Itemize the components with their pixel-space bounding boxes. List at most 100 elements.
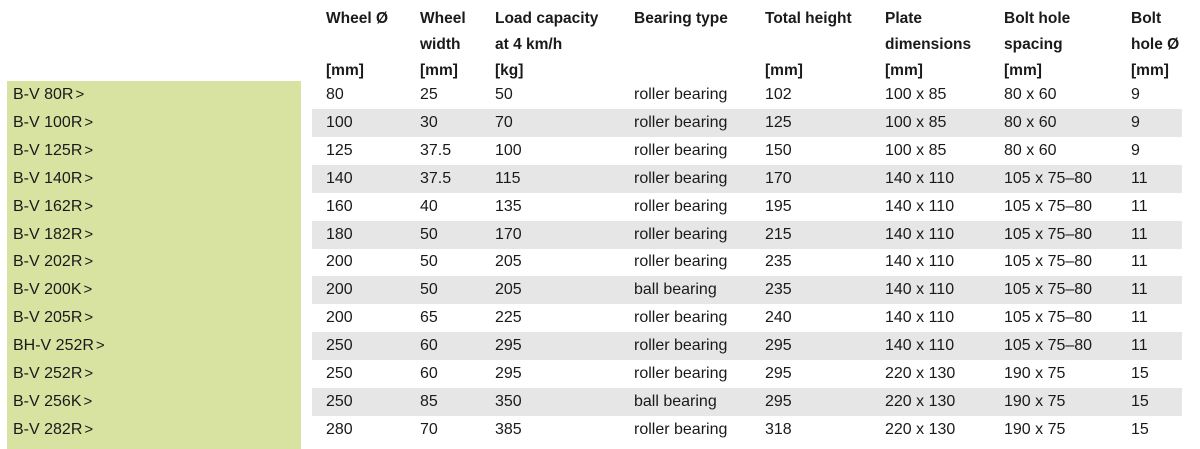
cell-bearing: roller bearing (634, 225, 728, 243)
model-name: B-V 252R (13, 365, 83, 382)
model-link[interactable]: B-V 100R > (13, 109, 93, 137)
chevron-right-icon: > (84, 225, 94, 243)
cell-spacing: 105 x 75–80 (1004, 309, 1093, 327)
column-header-line: [mm] (326, 62, 364, 79)
model-link[interactable]: B-V 80R > (13, 81, 84, 109)
cell-plate: 140 x 110 (885, 225, 955, 243)
column-header-line: [mm] (1004, 62, 1042, 79)
cell-wheel-w: 25 (420, 86, 438, 103)
table-row: B-V 202R >200 50 205 roller bearing 235 140 x … (0, 248, 1200, 276)
cell-wheel-d: 200 (326, 309, 353, 327)
model-link[interactable]: BH-V 252R > (13, 332, 105, 360)
column-header-line (765, 32, 852, 58)
table-row: B-V 200K >200 50 205 ball bearing 235 140 x 11… (0, 276, 1200, 305)
model-link[interactable]: B-V 205R > (13, 304, 93, 332)
model-name: B-V 282R (13, 420, 83, 438)
model-link[interactable]: B-V 252R > (13, 360, 93, 388)
column-header-line: width (420, 36, 461, 53)
cell-load: 225 (495, 309, 522, 327)
model-link[interactable]: B-V 182R > (13, 221, 93, 249)
cell-wheel-d: 200 (326, 281, 353, 299)
cell-plate: 100 x 85 (885, 141, 947, 159)
model-link[interactable]: B-V 256K > (13, 388, 92, 416)
cell-load: 50 (495, 86, 513, 103)
chevron-right-icon: > (95, 337, 105, 355)
cell-plate: 100 x 85 (885, 113, 947, 131)
model-link[interactable]: B-V 125R > (13, 137, 93, 165)
column-header-line: Wheel Ø (326, 10, 389, 27)
cell-wheel-w: 85 (420, 392, 438, 410)
row-stripe (312, 220, 1182, 249)
cell-height: 295 (765, 365, 792, 382)
cell-load: 385 (495, 420, 522, 438)
column-header-line: [mm] (1131, 62, 1169, 79)
model-link[interactable]: B-V 140R > (13, 165, 93, 193)
model-name: B-V 182R (13, 225, 83, 243)
chevron-right-icon: > (83, 281, 93, 299)
cell-bearing: ball bearing (634, 392, 717, 410)
cell-plate: 100 x 85 (885, 86, 947, 103)
cell-load: 295 (495, 337, 522, 355)
cell-height: 295 (765, 392, 792, 410)
column-header-line: [mm] (765, 62, 803, 79)
cell-bearing: roller bearing (634, 309, 728, 327)
cell-wheel-d: 80 (326, 86, 344, 103)
row-stripe (312, 108, 1182, 137)
cell-wheel-d: 250 (326, 337, 353, 355)
column-header-load: Load capacity at 4 km/h [kg] (495, 6, 598, 84)
cell-wheel-d: 125 (326, 141, 353, 159)
cell-height: 240 (765, 309, 792, 327)
table-row: B-V 80R >80 25 50 roller bearing 102 100 x 85 8… (0, 81, 1200, 109)
cell-wheel-d: 250 (326, 365, 353, 382)
table-row: B-V 140R >140 37.5 115 roller bearing 170 140 … (0, 164, 1200, 193)
chevron-right-icon: > (75, 86, 85, 103)
table-row: B-V 252R >250 60 295 roller bearing 295 220 x … (0, 360, 1200, 388)
row-stripe (312, 276, 1182, 305)
cell-load: 350 (495, 392, 522, 410)
cell-load: 100 (495, 141, 522, 159)
cell-bearing: roller bearing (634, 420, 728, 438)
model-name: BH-V 252R (13, 337, 94, 355)
table-row: B-V 162R >160 40 135 roller bearing 195 140 x … (0, 193, 1200, 221)
cell-wheel-w: 50 (420, 225, 438, 243)
chevron-right-icon: > (84, 197, 94, 215)
column-header-line: spacing (1004, 36, 1063, 53)
table-row: B-V 205R >200 65 225 roller bearing 240 140 x … (0, 304, 1200, 332)
cell-bearing: roller bearing (634, 86, 728, 103)
chevron-right-icon: > (84, 113, 94, 131)
column-header-line: [mm] (885, 62, 923, 79)
cell-bolt: 11 (1131, 197, 1148, 215)
model-name: B-V 140R (13, 169, 83, 187)
cell-wheel-d: 160 (326, 197, 353, 215)
cell-wheel-w: 50 (420, 281, 438, 299)
cell-height: 295 (765, 337, 792, 355)
table-row: BH-V 252R >250 60 295 roller bearing 295 140 x… (0, 332, 1200, 361)
column-header-line (634, 32, 728, 58)
cell-wheel-w: 70 (420, 420, 438, 438)
model-link[interactable]: B-V 200K > (13, 276, 92, 304)
cell-plate: 140 x 110 (885, 169, 955, 187)
cell-height: 150 (765, 141, 792, 159)
cell-spacing: 105 x 75–80 (1004, 281, 1093, 299)
model-link[interactable]: B-V 162R > (13, 193, 93, 221)
cell-wheel-d: 200 (326, 253, 353, 271)
cell-bearing: roller bearing (634, 337, 728, 355)
chevron-right-icon: > (84, 365, 94, 382)
chevron-right-icon: > (84, 309, 94, 327)
table-row: B-V 182R >180 50 170 roller bearing 215 140 x … (0, 220, 1200, 249)
model-name: B-V 200K (13, 281, 82, 299)
cell-height: 235 (765, 253, 792, 271)
cell-spacing: 80 x 60 (1004, 141, 1057, 159)
column-header-line: Load capacity (495, 10, 599, 27)
cell-wheel-w: 37.5 (420, 141, 452, 159)
cell-load: 170 (495, 225, 522, 243)
cell-spacing: 190 x 75 (1004, 420, 1066, 438)
cell-height: 102 (765, 86, 792, 103)
model-link[interactable]: B-V 202R > (13, 248, 93, 276)
model-link[interactable]: B-V 282R > (13, 416, 93, 444)
cell-spacing: 105 x 75–80 (1004, 225, 1093, 243)
cell-plate: 220 x 130 (885, 365, 956, 382)
cell-spacing: 105 x 75–80 (1004, 337, 1093, 355)
column-header-wheel-w: Wheel width [mm] (420, 6, 466, 84)
cell-load: 135 (495, 197, 522, 215)
